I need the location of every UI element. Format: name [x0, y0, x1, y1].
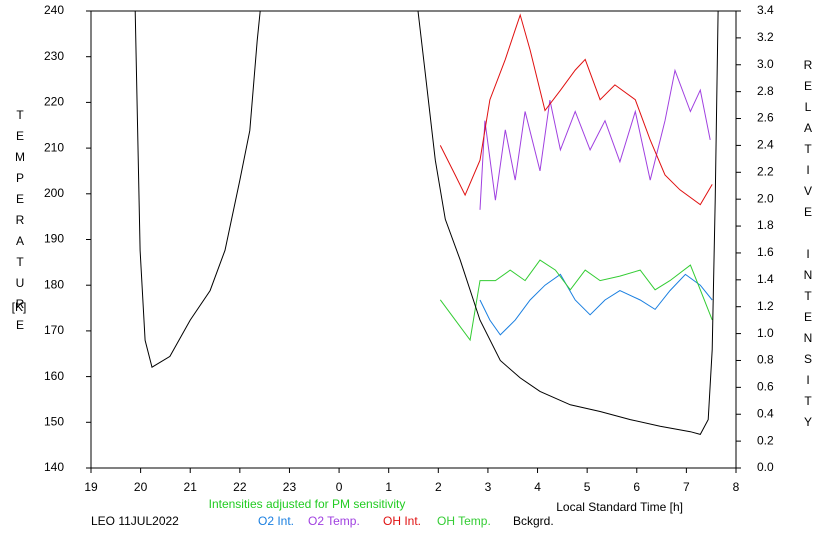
x-tick-label: 20 [134, 480, 148, 494]
y-tick-label: 190 [44, 232, 64, 246]
y2-tick-label: 2.0 [757, 191, 774, 205]
x-tick-label: 1 [385, 480, 392, 494]
y2-tick-label: 0.0 [757, 460, 774, 474]
x-tick-label: 4 [534, 480, 541, 494]
y2-tick-label: 0.8 [757, 353, 774, 367]
x-tick-label: 0 [336, 480, 343, 494]
y2-tick-label: 2.4 [757, 138, 774, 152]
y2-tick-label: 3.0 [757, 57, 774, 71]
y-tick-label: 210 [44, 140, 64, 154]
y2-tick-label: 0.4 [757, 406, 774, 420]
y2-tick-label: 1.8 [757, 218, 774, 232]
y2-tick-label: 2.8 [757, 84, 774, 98]
x-tick-label: 3 [485, 480, 492, 494]
y2-tick-label: 3.2 [757, 30, 774, 44]
plot-frame [90, 10, 737, 469]
y-tick-label: 140 [44, 460, 64, 474]
series-line [479, 68, 711, 210]
y2-tick-label: 2.2 [757, 164, 774, 178]
legend-label: O2 Int. [258, 514, 294, 528]
y2-tick-label: 1.2 [757, 299, 774, 313]
x-tick-label: 19 [84, 480, 98, 494]
x-tick-label: 22 [233, 480, 247, 494]
legend-label: OH Int. [383, 514, 421, 528]
y-axis-label: TEMPERATURE [13, 108, 27, 339]
x-tick-label: 23 [283, 480, 297, 494]
y-tick-label: 180 [44, 277, 64, 291]
y2-tick-label: 1.0 [757, 326, 774, 340]
y2-tick-label: 3.4 [757, 3, 774, 17]
y-unit: [K] [12, 300, 27, 314]
x-tick-label: 7 [683, 480, 690, 494]
series-line [439, 13, 713, 206]
y-tick-label: 200 [44, 186, 64, 200]
x-tick-label: 8 [733, 480, 740, 494]
note: Intensities adjusted for PM sensitivity [209, 497, 406, 511]
y2-tick-label: 1.4 [757, 272, 774, 286]
y-tick-label: 220 [44, 95, 64, 109]
series-line [479, 273, 713, 336]
y-tick-label: 240 [44, 3, 64, 17]
y-tick-label: 160 [44, 369, 64, 383]
y2-tick-label: 1.6 [757, 245, 774, 259]
y-tick-label: 150 [44, 414, 64, 428]
x-tick-label: 21 [184, 480, 198, 494]
x-tick-label: 2 [435, 480, 442, 494]
legend-label: O2 Temp. [308, 514, 360, 528]
legend-label: Bckgrd. [513, 514, 554, 528]
x-axis-label: Local Standard Time [h] [556, 500, 683, 514]
y2-tick-label: 0.6 [757, 380, 774, 394]
x-tick-label: 5 [584, 480, 591, 494]
y-tick-label: 170 [44, 323, 64, 337]
legend-label: OH Temp. [437, 514, 491, 528]
series-line [439, 259, 713, 342]
y-tick-label: 230 [44, 49, 64, 63]
series-line [134, 11, 719, 435]
y2-tick-label: 2.6 [757, 111, 774, 125]
x-tick-label: 6 [633, 480, 640, 494]
y2-axis-label: RELATIVE INTENSITY [801, 58, 815, 436]
station: LEO 11JUL2022 [91, 514, 179, 528]
y2-tick-label: 0.2 [757, 433, 774, 447]
